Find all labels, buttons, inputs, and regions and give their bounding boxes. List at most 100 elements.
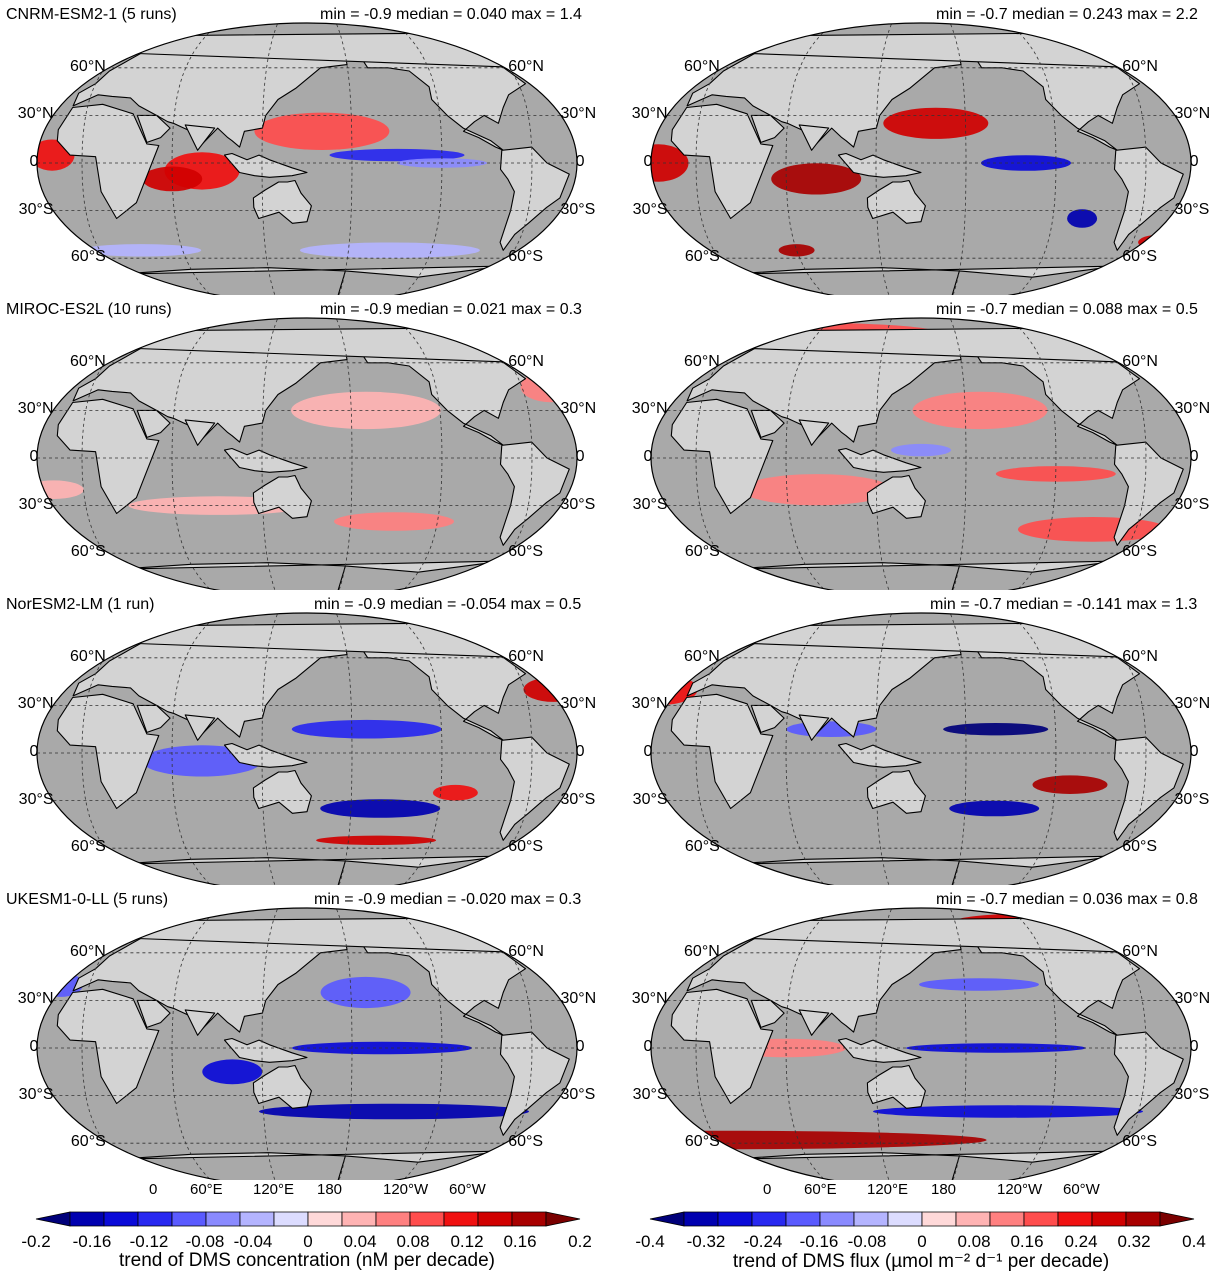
land-mass [670, 988, 774, 1105]
land-mass [252, 474, 312, 519]
land-mass [252, 179, 312, 224]
land-mass [798, 419, 830, 446]
land-mass [750, 409, 785, 438]
longitude-gridline [171, 23, 224, 295]
latitude-label: 30°N [17, 400, 54, 418]
map-border [650, 612, 1192, 885]
colorbar-tick: 0.2 [568, 1232, 592, 1251]
latitude-label: 30°N [560, 105, 597, 123]
colorbar-tick: -0.04 [233, 1232, 273, 1251]
colorbar-tick: 0 [917, 1232, 927, 1251]
land-mass [670, 103, 774, 220]
land-mass [252, 1064, 312, 1109]
longitude-gridline [334, 23, 353, 295]
colorbar-swatch [955, 1211, 991, 1227]
panel-stats: min = -0.7 median = 0.088 max = 0.5 [936, 301, 1198, 318]
colorbar-tick: 0.08 [396, 1232, 430, 1251]
negative-trend-area [1067, 209, 1098, 228]
latitude-label: 60°S [684, 838, 720, 856]
colorbar-swatch [649, 1211, 685, 1227]
latitude-label: 0 [29, 743, 39, 760]
colorbar-swatches [35, 1211, 581, 1227]
longitude-gridline [875, 908, 894, 1180]
land-mass [1113, 441, 1184, 546]
latitude-label: 30°N [631, 695, 668, 713]
longitude-label: 0 [762, 1181, 772, 1198]
colorbar-flux: -0.4 -0.32 -0.24 -0.16 -0.08 0 0.08 0.16… [614, 1196, 1228, 1273]
colorbar-swatch [69, 1211, 105, 1227]
map-panel-ukesm-concentration: UKESM1-0-LL (5 runs) min = -0.9 median =… [0, 885, 614, 1198]
land-mass [1113, 146, 1184, 251]
colorbar-swatch [511, 1211, 547, 1227]
colorbar-swatch [921, 1211, 957, 1227]
colorbar-swatch [409, 1211, 445, 1227]
longitude-label: 180 [317, 1181, 343, 1198]
longitude-gridline [785, 23, 838, 295]
colorbar-concentration: -0.2 -0.16 -0.12 -0.08 -0.04 0 0.04 0.08… [0, 1196, 614, 1273]
longitude-label: 120°E [866, 1181, 909, 1198]
longitude-gridline [875, 318, 894, 590]
map-projection [36, 907, 578, 1180]
colorbar-swatch [239, 1211, 275, 1227]
land-mass [136, 114, 171, 143]
land-mass [136, 704, 171, 733]
longitude-gridline [785, 908, 838, 1180]
colorbar-tick: -0.2 [21, 1232, 51, 1251]
map-border [36, 317, 578, 590]
colorbar-tick: -0.08 [847, 1232, 887, 1251]
colorbar-tick: 0.16 [503, 1232, 537, 1251]
latitude-label: 60°S [508, 838, 544, 856]
longitude-label: 60°E [803, 1181, 837, 1198]
longitude-label: 180 [931, 1181, 957, 1198]
latitude-label: 60°S [1122, 248, 1158, 266]
latitude-label: 0 [1189, 153, 1199, 170]
longitude-gridline [261, 318, 280, 590]
longitude-gridline [334, 613, 353, 885]
colorbar-tick: -0.16 [72, 1232, 112, 1251]
colorbar-swatch [307, 1211, 343, 1227]
negative-trend-area [786, 721, 877, 737]
latitude-label: 60°N [684, 647, 720, 665]
latitude-label: 0 [643, 743, 653, 760]
land-mass [499, 441, 570, 546]
latitude-label: 30°S [560, 200, 596, 218]
latitude-label: 60°N [684, 352, 720, 370]
land-mass [56, 398, 160, 515]
latitude-label: 30°S [632, 200, 668, 218]
latitude-label: 60°S [508, 248, 544, 266]
latitude-label: 30°N [560, 695, 597, 713]
latitude-label: 0 [575, 153, 585, 170]
land-mass [136, 999, 171, 1028]
latitude-label: 60°S [508, 1133, 544, 1151]
positive-trend-area [778, 244, 815, 257]
longitude-gridline [1004, 613, 1057, 885]
colorbar-swatch [1125, 1211, 1161, 1227]
colorbar-tick: 0.4 [1182, 1232, 1206, 1251]
longitude-gridline [948, 318, 967, 590]
map-panel-cnrm-concentration: CNRM-ESM2-1 (5 runs) min = -0.9 median =… [0, 0, 614, 295]
longitude-gridline [948, 23, 967, 295]
colorbar-tick: 0.04 [343, 1232, 377, 1251]
longitude-gridline [390, 613, 443, 885]
colorbar-swatch [137, 1211, 173, 1227]
land-mass [136, 409, 171, 438]
latitude-label: 0 [29, 1038, 39, 1055]
negative-trend-area [299, 242, 480, 259]
latitude-label: 30°N [17, 990, 54, 1008]
longitude-gridline [261, 908, 280, 1180]
colorbar-swatch [989, 1211, 1025, 1227]
latitude-label: 60°N [70, 57, 106, 75]
longitude-gridline [785, 613, 838, 885]
colorbar-label: trend of DMS concentration (nM per decad… [119, 1250, 495, 1271]
map-panel-ukesm-flux: min = -0.7 median = 0.036 max = 0.8 60°N… [614, 885, 1228, 1198]
land-mass [499, 736, 570, 841]
colorbar-tick: -0.16 [799, 1232, 839, 1251]
colorbar-tick: -0.24 [743, 1232, 783, 1251]
map-border [36, 22, 578, 295]
latitude-label: 30°N [1174, 695, 1211, 713]
longitude-gridline [390, 318, 443, 590]
latitude-label: 60°S [684, 1133, 720, 1151]
positive-trend-area [771, 163, 862, 195]
latitude-label: 60°S [508, 543, 544, 561]
latitude-label: 30°S [1174, 790, 1210, 808]
